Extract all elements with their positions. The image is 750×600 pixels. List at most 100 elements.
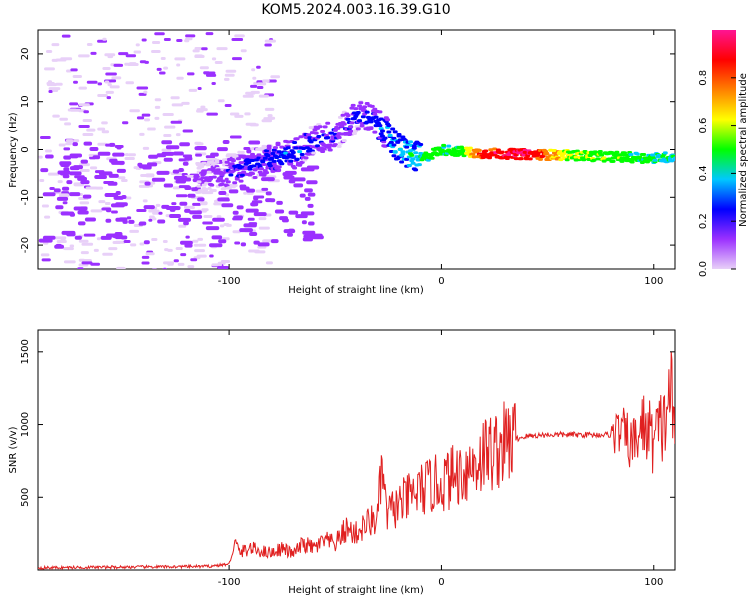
spectrogram-noise-cell xyxy=(78,125,90,129)
spectrogram-blob-cell xyxy=(73,206,88,211)
spectrogram-noise-cell xyxy=(178,224,187,228)
spectrogram-noise-cell xyxy=(148,209,160,213)
spectrogram-blob-cell xyxy=(109,142,116,147)
spectrogram-blob-cell xyxy=(105,218,112,223)
spectrogram-ridge-cell xyxy=(513,157,519,161)
spectrogram-noise-cell xyxy=(70,68,78,72)
spectrogram-noise-cell xyxy=(245,122,257,126)
spectrogram-blob-cell xyxy=(138,221,147,226)
spectrogram-blob-cell xyxy=(82,194,92,199)
spectrogram-noise-cell xyxy=(267,116,276,120)
spectrogram-ridge-cell xyxy=(209,183,215,187)
spectrogram-blob-cell xyxy=(239,184,247,189)
spectrogram-ridge-cell xyxy=(413,151,419,155)
spectrogram-ridge-cell xyxy=(300,147,306,151)
spectrogram-y-ticks: -20 -10 0 10 20 xyxy=(20,48,675,253)
spectrogram-noise-cell xyxy=(206,158,218,162)
spectrogram-blob-cell xyxy=(308,221,315,226)
spectrogram-ridge-cell xyxy=(400,150,406,154)
spectrogram-ridge-cell xyxy=(227,186,233,190)
snr-y-tick-label: 1000 xyxy=(20,412,31,437)
spectrogram-blob-cell xyxy=(286,232,293,237)
spectrogram-noise-cell xyxy=(97,94,108,98)
spectrogram-ridge-cell xyxy=(382,144,388,148)
spectrogram-noise-cell xyxy=(108,247,118,251)
spectrogram-ridge-cell xyxy=(399,160,405,164)
spectrogram-ridge-cell xyxy=(418,143,424,147)
spectrogram-blob-cell xyxy=(169,214,182,219)
spectrogram-ridge-cell xyxy=(397,138,403,142)
spectrogram-blob-cell xyxy=(200,201,208,206)
spectrogram-ridge-cell xyxy=(309,131,315,135)
spectrogram-blob-cell xyxy=(83,141,93,146)
spectrogram-blob-cell xyxy=(211,235,223,240)
spectrogram-ridge-cell xyxy=(264,149,270,153)
spectrogram-ridge-cell xyxy=(266,146,272,150)
spectrogram-ridge-cell xyxy=(410,161,416,165)
snr-x-tick-label: 100 xyxy=(644,577,663,588)
spectrogram-noise-cell xyxy=(163,133,172,137)
spectrogram-noise-cell xyxy=(246,191,254,195)
spectrogram-ridge-cell xyxy=(628,153,634,157)
spectrogram-ridge-cell xyxy=(335,126,341,130)
spectrogram-ridge-cell xyxy=(404,157,410,161)
spectrogram-blob-cell xyxy=(187,193,196,198)
spectrogram-noise-cell xyxy=(262,79,270,83)
spectrogram-blob-cell xyxy=(299,193,306,198)
spectrogram-noise-cell xyxy=(62,201,68,205)
spectrogram-ridge-cell xyxy=(239,165,245,169)
spectrogram-noise-cell xyxy=(211,263,223,267)
spectrogram-ridge-cell xyxy=(261,163,267,167)
spectrogram-ridge-cell xyxy=(410,157,416,161)
spectrogram-ridge-cell xyxy=(466,149,472,153)
spectrogram-noise-cell xyxy=(252,76,257,80)
spectrogram-noise-cell xyxy=(219,224,225,228)
spectrogram-blob-cell xyxy=(257,242,270,247)
spectrogram-ridge-cell xyxy=(229,162,235,166)
spectrogram-blob-cell xyxy=(221,203,234,208)
spectrogram-ridge-cell xyxy=(297,150,303,154)
spectrogram-noise-cell xyxy=(145,252,155,256)
spectrogram-ridge-cell xyxy=(673,156,675,160)
spectrogram-ridge-cell xyxy=(279,145,285,149)
spectrogram-noise-cell xyxy=(82,118,92,122)
spectrogram-blob-cell xyxy=(245,208,259,213)
spectrogram-blob-cell xyxy=(122,219,128,224)
spectrogram-noise-cell xyxy=(201,47,208,51)
spectrogram-blob-cell xyxy=(179,142,190,147)
spectrogram-noise-cell xyxy=(256,65,261,69)
spectrogram-noise-cell xyxy=(54,236,67,240)
spectrogram-ridge-cell xyxy=(385,118,391,122)
spectrogram-noise-cell xyxy=(264,43,272,47)
chart-title: KOM5.2024.003.16.39.G10 xyxy=(261,2,450,18)
spectrogram-noise-cell xyxy=(194,54,203,58)
spectrogram-blob-cell xyxy=(63,155,72,160)
spectrogram-noise-cell xyxy=(220,259,231,263)
spectrogram-noise-cell xyxy=(102,252,113,256)
spectrogram-noise-cell xyxy=(232,230,241,234)
spectrogram-noise-cell xyxy=(197,243,207,247)
spectrogram-ridge-cell xyxy=(378,132,384,136)
spectrogram-noise-cell xyxy=(243,147,251,151)
spectrogram-ridge-cell xyxy=(294,157,300,161)
spectrogram-ridge-cell xyxy=(595,157,601,161)
spectrogram-noise-cell xyxy=(242,94,254,98)
colorbar-tick-label: 0.8 xyxy=(698,70,709,86)
spectrogram-noise-cell xyxy=(162,239,168,243)
spectrogram-noise-cell xyxy=(258,226,270,230)
spectrogram-ridge-cell xyxy=(293,146,299,150)
spectrogram-noise-cell xyxy=(163,37,171,41)
spectrogram-noise-cell xyxy=(240,49,247,53)
spectrogram-noise-cell xyxy=(264,39,276,43)
spectrogram-noise-cell xyxy=(80,169,90,173)
spectrogram-noise-cell xyxy=(175,246,183,250)
spectrogram-noise-cell xyxy=(247,217,255,221)
spectrogram-ridge-cell xyxy=(196,184,202,188)
spectrogram-ridge-cell xyxy=(313,131,319,135)
spectrogram-noise-cell xyxy=(55,82,63,86)
spectrogram-ridge-cell xyxy=(548,148,554,152)
spectrogram-ridge-cell xyxy=(195,174,201,178)
spectrogram-noise-cell xyxy=(97,82,103,86)
spectrogram-ridge-cell xyxy=(527,157,533,161)
spectrogram-blob-cell xyxy=(161,204,170,209)
